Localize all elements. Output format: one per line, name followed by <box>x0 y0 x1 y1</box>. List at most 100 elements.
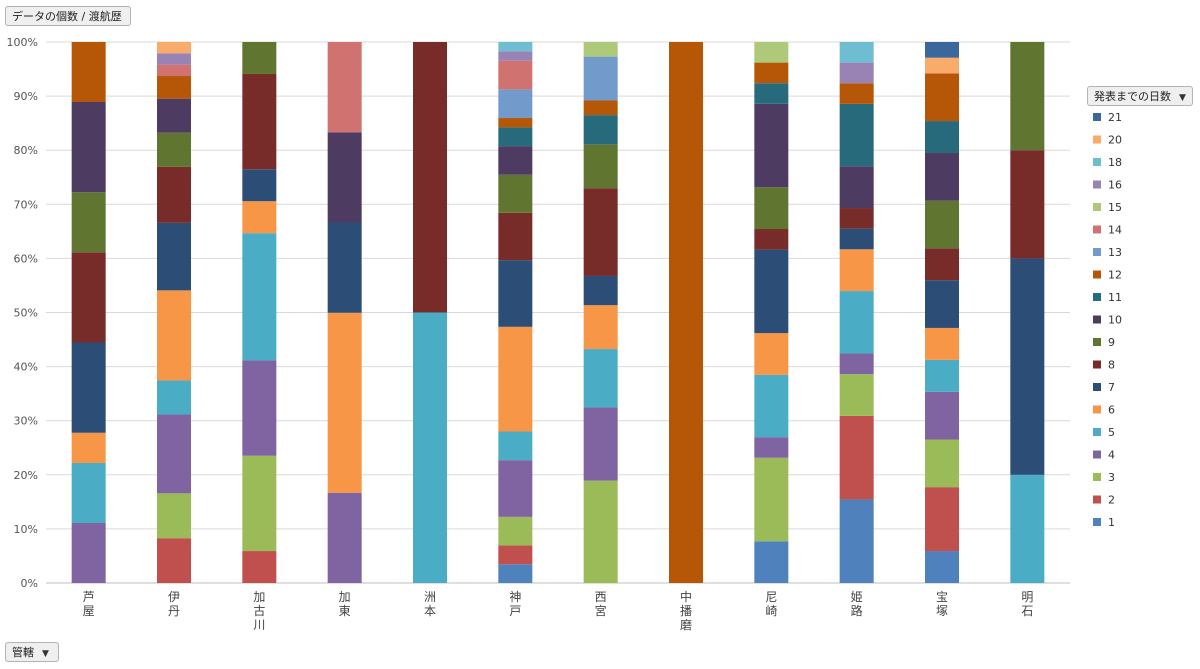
bar-segment[interactable] <box>498 51 533 61</box>
bar-segment[interactable] <box>754 457 789 542</box>
bar-segment[interactable] <box>242 360 277 456</box>
bar-segment[interactable] <box>583 480 618 583</box>
bar-segment[interactable] <box>583 42 618 57</box>
bar-segment[interactable] <box>157 166 191 223</box>
bar-segment[interactable] <box>839 62 874 84</box>
bar-segment[interactable] <box>925 327 959 360</box>
bar-segment[interactable] <box>583 100 618 116</box>
bar-segment[interactable] <box>754 187 789 230</box>
bar-segment[interactable] <box>839 374 874 416</box>
bar-segment[interactable] <box>71 192 106 253</box>
bar-segment[interactable] <box>71 432 106 464</box>
pivot-value-field-button[interactable]: データの個数 / 渡航歴 <box>5 6 131 26</box>
bar-segment[interactable] <box>498 326 533 432</box>
bar-segment[interactable] <box>71 42 106 102</box>
bar-segment[interactable] <box>839 415 874 500</box>
bar-segment[interactable] <box>498 431 533 461</box>
bar-segment[interactable] <box>925 153 959 201</box>
dropdown-arrow-icon[interactable]: ▼ <box>1179 93 1186 103</box>
bar-segment[interactable] <box>583 349 618 408</box>
bar-segment[interactable] <box>754 103 789 188</box>
bar-segment[interactable] <box>754 541 789 583</box>
bar-segment[interactable] <box>498 127 533 147</box>
bar-segment[interactable] <box>157 414 191 494</box>
bar-segment[interactable] <box>583 407 618 481</box>
bar-segment[interactable] <box>925 280 959 328</box>
bar-segment[interactable] <box>754 437 789 458</box>
bar-segment[interactable] <box>925 391 959 440</box>
bar-segment[interactable] <box>71 523 106 583</box>
bar-segment[interactable] <box>839 42 874 63</box>
bar-segment[interactable] <box>754 374 789 438</box>
bar-segment[interactable] <box>839 166 874 209</box>
bar-segment[interactable] <box>498 89 533 119</box>
bar-segment[interactable] <box>157 380 191 415</box>
bar-segment[interactable] <box>925 121 959 154</box>
bar-segment[interactable] <box>242 73 277 170</box>
bar-segment[interactable] <box>583 275 618 306</box>
bar-segment[interactable] <box>839 353 874 375</box>
bar-segment[interactable] <box>157 222 191 291</box>
bar-segment[interactable] <box>71 463 106 524</box>
bar-segment[interactable] <box>413 312 447 584</box>
bar-segment[interactable] <box>498 60 533 90</box>
bar-segment[interactable] <box>327 132 362 223</box>
bar-segment[interactable] <box>327 222 362 313</box>
bar-segment[interactable] <box>498 564 533 583</box>
bar-segment[interactable] <box>925 359 959 392</box>
bar-segment[interactable] <box>754 229 789 250</box>
bar-segment[interactable] <box>1010 150 1045 259</box>
bar-segment[interactable] <box>242 42 277 74</box>
bar-segment[interactable] <box>754 42 789 63</box>
bar-segment[interactable] <box>839 208 874 229</box>
bar-segment[interactable] <box>242 169 277 202</box>
bar-segment[interactable] <box>583 144 618 189</box>
bar-segment[interactable] <box>157 290 191 381</box>
bar-segment[interactable] <box>498 146 533 175</box>
bar-segment[interactable] <box>839 499 874 583</box>
bar-segment[interactable] <box>498 545 533 565</box>
bar-segment[interactable] <box>157 538 191 583</box>
bar-segment[interactable] <box>327 312 362 493</box>
bar-segment[interactable] <box>839 103 874 167</box>
bar-segment[interactable] <box>157 42 191 54</box>
bar-segment[interactable] <box>754 249 789 334</box>
bar-segment[interactable] <box>839 83 874 104</box>
bar-segment[interactable] <box>71 252 106 343</box>
axis-field-button[interactable]: 管轄 ▼ <box>5 642 59 662</box>
legend-field-button[interactable]: 発表までの日数 ▼ <box>1087 86 1193 106</box>
bar-segment[interactable] <box>157 98 191 133</box>
bar-segment[interactable] <box>583 305 618 350</box>
bar-segment[interactable] <box>157 76 191 99</box>
dropdown-arrow-icon[interactable]: ▼ <box>42 649 49 659</box>
bar-segment[interactable] <box>157 64 191 77</box>
bar-segment[interactable] <box>925 200 959 249</box>
bar-segment[interactable] <box>498 42 533 52</box>
bar-segment[interactable] <box>925 439 959 488</box>
bar-segment[interactable] <box>157 132 191 167</box>
bar-segment[interactable] <box>413 42 447 313</box>
bar-segment[interactable] <box>839 291 874 354</box>
bar-segment[interactable] <box>925 248 959 281</box>
bar-segment[interactable] <box>839 249 874 292</box>
bar-segment[interactable] <box>754 83 789 104</box>
bar-segment[interactable] <box>925 487 959 552</box>
bar-segment[interactable] <box>1010 474 1045 583</box>
bar-segment[interactable] <box>157 53 191 65</box>
bar-segment[interactable] <box>498 516 533 546</box>
bar-segment[interactable] <box>498 174 533 213</box>
bar-segment[interactable] <box>498 212 533 261</box>
bar-segment[interactable] <box>498 460 533 517</box>
bar-segment[interactable] <box>242 201 277 234</box>
bar-segment[interactable] <box>242 455 277 552</box>
bar-segment[interactable] <box>754 62 789 84</box>
bar-segment[interactable] <box>157 493 191 539</box>
bar-segment[interactable] <box>242 233 277 361</box>
bar-segment[interactable] <box>1010 258 1045 475</box>
bar-segment[interactable] <box>498 260 533 327</box>
bar-segment[interactable] <box>925 42 959 58</box>
bar-segment[interactable] <box>71 101 106 193</box>
bar-segment[interactable] <box>839 228 874 250</box>
bar-segment[interactable] <box>71 342 106 433</box>
bar-segment[interactable] <box>583 188 618 276</box>
